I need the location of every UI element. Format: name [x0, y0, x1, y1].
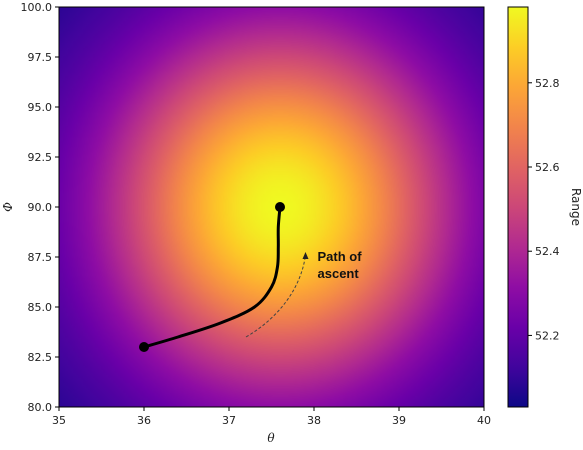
- y-tick-label: 80.0: [28, 401, 53, 414]
- x-axis: 35 36 37 38 39 40: [52, 407, 491, 427]
- path-end-point: [275, 202, 285, 212]
- colorbar: 52.2 52.4 52.6 52.8 Range: [507, 6, 583, 408]
- colorbar-ticks: 52.2 52.4 52.6 52.8: [528, 77, 560, 342]
- x-tick-label: 38: [307, 414, 321, 427]
- colorbar-tick-label: 52.8: [535, 77, 560, 90]
- annotation-text-line1: Path of: [318, 249, 363, 264]
- y-tick-label: 92.5: [28, 151, 53, 164]
- heatmap-plot: Path of ascent: [58, 6, 485, 408]
- x-tick-label: 37: [222, 414, 236, 427]
- x-tick-label: 40: [477, 414, 491, 427]
- colorbar-tick-label: 52.4: [535, 245, 560, 258]
- y-tick-label: 97.5: [28, 51, 53, 64]
- x-tick-label: 39: [392, 414, 406, 427]
- annotation-arrow-head: [302, 252, 309, 259]
- colorbar-tick-label: 52.2: [535, 329, 560, 342]
- colorbar-label: Range: [569, 188, 583, 226]
- ascent-path-line: [143, 206, 282, 349]
- y-tick-label: 100.0: [21, 1, 53, 14]
- x-tick-label: 35: [52, 414, 66, 427]
- x-axis-label: θ: [267, 431, 275, 445]
- y-tick-label: 90.0: [28, 201, 53, 214]
- y-tick-label: 87.5: [28, 251, 53, 264]
- y-tick-label: 82.5: [28, 351, 53, 364]
- annotation-text-line2: ascent: [318, 266, 360, 281]
- y-axis-label: Φ: [1, 202, 15, 212]
- colorbar-tick-label: 52.6: [535, 161, 560, 174]
- plot-overlay: Path of ascent: [139, 202, 362, 352]
- colorbar-fill: [508, 7, 528, 407]
- heatmap-field: [59, 7, 484, 407]
- path-start-point: [139, 342, 149, 352]
- y-tick-label: 85.0: [28, 301, 53, 314]
- colorbar-frame: [507, 6, 529, 408]
- x-tick-label: 36: [137, 414, 151, 427]
- y-tick-label: 95.0: [28, 101, 53, 114]
- y-axis: 80.0 82.5 85.0 87.5 90.0 92.5 95.0 97.5 100.0: [21, 1, 59, 414]
- annotation-arrow-line: [245, 254, 306, 338]
